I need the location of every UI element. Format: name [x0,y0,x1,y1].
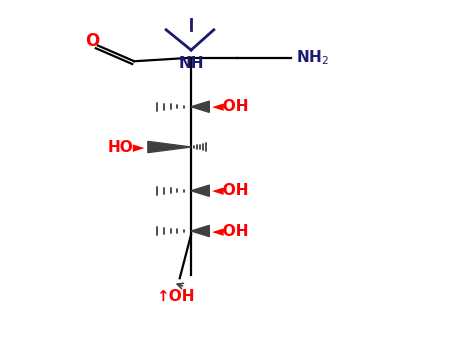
Text: NH$_2$: NH$_2$ [296,48,329,67]
Polygon shape [191,225,209,237]
Text: HO►: HO► [108,140,146,154]
Text: ◄OH: ◄OH [212,183,249,198]
Text: O: O [85,32,100,50]
Text: ◄OH: ◄OH [212,99,249,114]
Text: ↑OH: ↑OH [156,289,194,304]
Text: NH: NH [178,56,204,71]
Text: ◄OH: ◄OH [212,224,249,238]
Polygon shape [191,185,209,196]
Polygon shape [191,101,209,112]
Polygon shape [148,141,191,153]
